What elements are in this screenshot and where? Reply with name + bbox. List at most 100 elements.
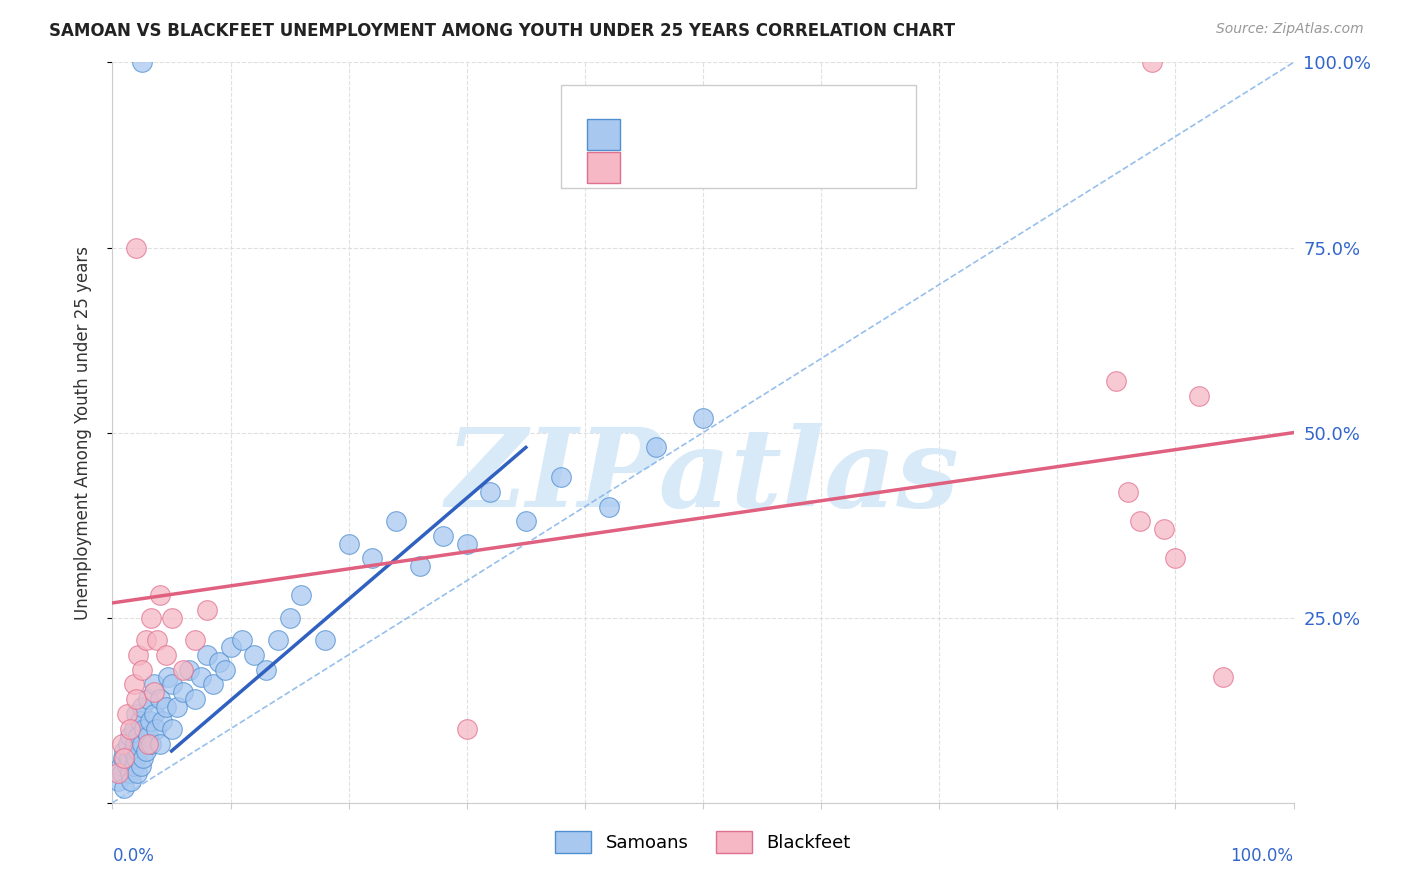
Point: [142, 706, 165, 721]
Bar: [588, 152, 620, 183]
Point: [124, 737, 146, 751]
Point: [1212, 670, 1234, 684]
Point: [150, 714, 173, 729]
Point: [132, 751, 155, 765]
Point: [136, 692, 159, 706]
Point: [120, 773, 142, 788]
Point: [134, 722, 156, 736]
Point: [598, 500, 620, 514]
Point: [155, 648, 177, 662]
Point: [1129, 515, 1152, 529]
Point: [120, 729, 142, 743]
Point: [456, 722, 478, 736]
Point: [112, 751, 135, 765]
Point: [129, 758, 152, 772]
Point: [142, 685, 165, 699]
Point: [214, 663, 236, 677]
Point: [432, 529, 454, 543]
Point: [127, 648, 149, 662]
Point: [128, 714, 150, 729]
Point: [127, 729, 149, 743]
Y-axis label: Unemployment Among Youth under 25 years: Unemployment Among Youth under 25 years: [73, 245, 91, 620]
Point: [149, 692, 172, 706]
Text: ZIPatlas: ZIPatlas: [446, 424, 960, 531]
Point: [644, 441, 666, 455]
Point: [1164, 551, 1187, 566]
Point: [117, 737, 139, 751]
Legend: Samoans, Blackfeet: Samoans, Blackfeet: [548, 824, 858, 861]
Point: [385, 515, 408, 529]
Point: [120, 722, 142, 736]
Point: [141, 610, 163, 624]
Text: Source: ZipAtlas.com: Source: ZipAtlas.com: [1216, 22, 1364, 37]
Point: [208, 655, 231, 669]
Point: [149, 589, 172, 603]
Point: [122, 722, 145, 736]
Point: [201, 677, 224, 691]
Point: [118, 751, 141, 765]
Point: [550, 470, 572, 484]
Point: [136, 737, 159, 751]
Point: [155, 699, 177, 714]
Point: [195, 603, 218, 617]
Point: [107, 773, 129, 788]
Point: [692, 410, 714, 425]
Point: [337, 536, 360, 550]
Point: [160, 677, 183, 691]
Point: [156, 670, 179, 684]
Point: [111, 766, 134, 780]
Point: [120, 766, 142, 780]
Text: SAMOAN VS BLACKFEET UNEMPLOYMENT AMONG YOUTH UNDER 25 YEARS CORRELATION CHART: SAMOAN VS BLACKFEET UNEMPLOYMENT AMONG Y…: [49, 22, 955, 40]
Point: [166, 699, 188, 714]
Point: [172, 685, 194, 699]
Point: [479, 484, 502, 499]
Point: [160, 610, 183, 624]
Point: [278, 610, 301, 624]
Point: [125, 706, 148, 721]
Text: R = 0.285   N = 29: R = 0.285 N = 29: [634, 150, 806, 168]
Point: [131, 737, 153, 751]
Point: [243, 648, 266, 662]
Point: [290, 589, 312, 603]
Point: [184, 632, 207, 647]
Point: [1153, 522, 1175, 536]
Point: [1105, 374, 1128, 388]
Text: 0.0%: 0.0%: [112, 847, 155, 865]
Point: [112, 744, 135, 758]
Text: R = 0.625   N = 71: R = 0.625 N = 71: [634, 117, 806, 135]
Point: [115, 706, 138, 721]
Point: [172, 663, 194, 677]
Point: [1188, 388, 1211, 402]
Point: [361, 551, 384, 566]
Point: [139, 714, 162, 729]
Point: [125, 751, 148, 765]
Point: [184, 692, 207, 706]
Bar: [588, 120, 620, 150]
Point: [146, 632, 169, 647]
Point: [125, 240, 148, 255]
Point: [195, 648, 218, 662]
Point: [145, 722, 167, 736]
Point: [136, 729, 159, 743]
Point: [231, 632, 253, 647]
Point: [131, 699, 153, 714]
Point: [111, 737, 134, 751]
Point: [127, 744, 149, 758]
Point: [179, 663, 201, 677]
Point: [219, 640, 242, 655]
Point: [160, 722, 183, 736]
Point: [314, 632, 336, 647]
Point: [408, 558, 430, 573]
Point: [122, 758, 145, 772]
FancyBboxPatch shape: [561, 85, 915, 188]
Point: [135, 632, 157, 647]
Point: [141, 737, 163, 751]
Point: [131, 55, 153, 70]
Point: [515, 515, 537, 529]
Point: [125, 692, 148, 706]
Point: [131, 663, 153, 677]
Point: [1116, 484, 1139, 499]
Point: [110, 758, 132, 772]
Point: [267, 632, 290, 647]
Point: [149, 737, 172, 751]
